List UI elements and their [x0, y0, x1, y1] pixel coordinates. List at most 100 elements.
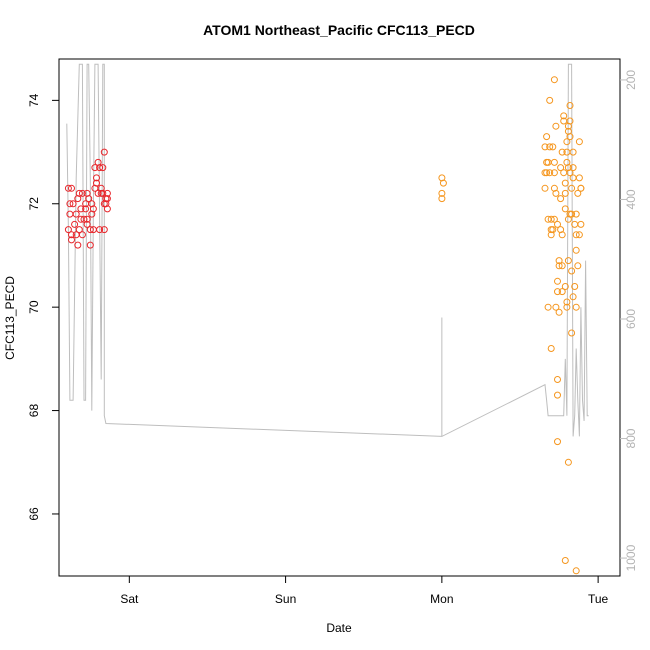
y-axis: 66 68 70 72 74	[27, 93, 59, 521]
data-point	[438, 189, 446, 197]
data-point	[554, 220, 561, 228]
overlay-line-group	[66, 63, 589, 437]
data-point	[541, 184, 549, 192]
right-tick-label: 1000	[624, 544, 638, 571]
data-point	[439, 179, 447, 187]
data-point	[554, 288, 561, 296]
data-point	[572, 567, 580, 575]
data-point	[552, 189, 560, 197]
data-point	[568, 184, 576, 192]
data-point	[568, 267, 576, 275]
points-group	[64, 76, 585, 575]
right-axis: 200 400 600 800 1000	[620, 70, 638, 571]
data-point	[86, 241, 94, 249]
data-point	[78, 189, 86, 197]
data-point	[99, 189, 107, 197]
data-point	[91, 164, 99, 172]
data-point	[103, 189, 111, 197]
data-point	[572, 303, 580, 311]
data-point	[66, 200, 74, 208]
data-point	[547, 345, 555, 352]
plot-frame	[58, 58, 621, 577]
data-point	[552, 303, 560, 311]
data-point	[74, 241, 82, 249]
x-tick-label: Sun	[275, 592, 296, 606]
data-point	[68, 236, 75, 244]
data-point	[100, 226, 108, 234]
data-point	[546, 143, 554, 151]
data-point	[555, 308, 563, 316]
data-point	[569, 148, 577, 156]
data-point	[75, 226, 83, 234]
data-point	[86, 226, 94, 234]
data-point	[569, 174, 577, 182]
data-point	[546, 169, 554, 177]
data-point	[93, 179, 100, 187]
data-point	[549, 143, 557, 151]
x-tick-label: Sat	[120, 592, 139, 606]
data-point	[566, 102, 574, 109]
data-point	[103, 195, 111, 203]
data-point	[564, 458, 572, 466]
data-point	[568, 329, 576, 337]
data-point	[550, 158, 558, 166]
data-point	[99, 164, 107, 172]
data-point	[541, 143, 549, 151]
data-point	[572, 246, 580, 254]
data-point	[577, 184, 585, 192]
data-point	[557, 195, 565, 203]
data-point	[89, 205, 97, 213]
data-point	[550, 169, 558, 177]
data-point	[569, 293, 577, 301]
data-point	[552, 122, 560, 130]
data-point	[574, 262, 582, 270]
data-point	[100, 148, 108, 156]
data-point	[544, 303, 552, 311]
data-point	[96, 226, 104, 234]
y-tick-label: 70	[27, 300, 41, 314]
data-point	[75, 189, 83, 197]
data-point	[94, 189, 102, 197]
data-point	[550, 184, 558, 192]
y-tick-label: 68	[27, 404, 41, 418]
data-point	[77, 205, 85, 213]
right-tick-label: 200	[624, 70, 638, 90]
data-point	[93, 174, 100, 182]
y-axis-label: CFC113_PECD	[3, 276, 17, 360]
data-point	[566, 169, 574, 177]
data-point	[574, 189, 582, 197]
data-point	[566, 117, 574, 125]
data-point	[575, 174, 583, 182]
data-point	[563, 303, 571, 311]
data-point	[68, 184, 75, 192]
data-point	[83, 220, 91, 228]
data-point	[85, 195, 93, 203]
data-point	[550, 76, 558, 84]
data-point	[555, 262, 563, 270]
data-point	[558, 262, 566, 270]
x-tick-label: Mon	[430, 592, 453, 606]
data-point	[571, 283, 579, 290]
y-tick-label: 74	[27, 93, 41, 107]
data-point	[554, 391, 561, 399]
data-point	[561, 557, 569, 564]
data-point	[555, 257, 563, 265]
data-point	[103, 205, 111, 213]
data-point	[96, 164, 104, 172]
data-point	[575, 231, 583, 239]
data-point	[557, 164, 565, 172]
data-point	[577, 220, 585, 228]
data-point	[78, 231, 86, 239]
right-tick-label: 600	[624, 309, 638, 329]
data-point	[546, 96, 554, 104]
data-point	[561, 283, 569, 290]
data-point	[558, 148, 566, 156]
data-point	[572, 231, 580, 239]
data-point	[71, 220, 79, 228]
data-point	[558, 288, 566, 296]
chart-title: ATOM1 Northeast_Pacific CFC113_PECD	[203, 22, 475, 38]
x-axis-label: Date	[326, 621, 352, 635]
data-point	[561, 205, 569, 213]
data-point	[549, 226, 557, 234]
data-point	[69, 200, 77, 208]
